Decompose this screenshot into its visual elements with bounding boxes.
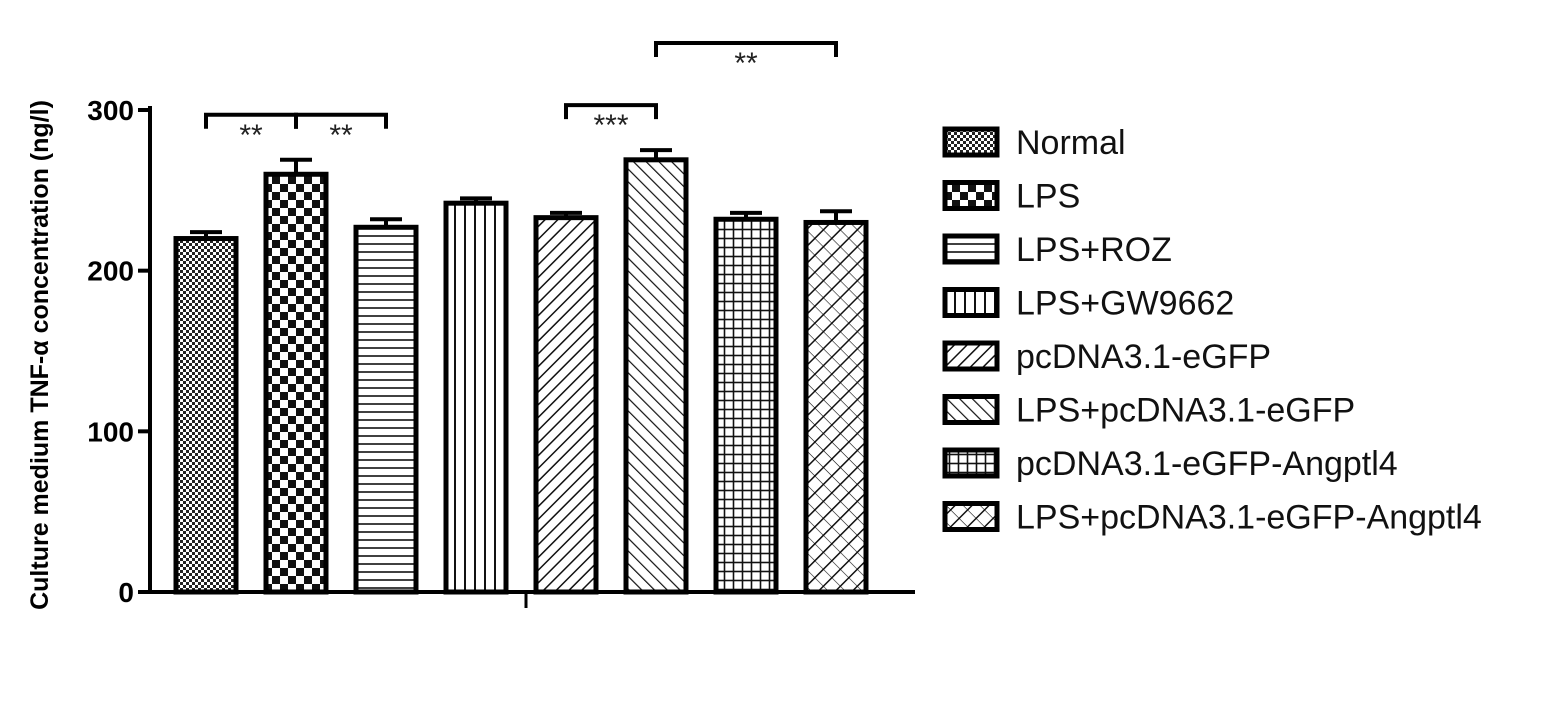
significance-brackets: ** ** ***** xyxy=(204,41,838,152)
legend-swatch xyxy=(942,394,1000,425)
bar xyxy=(353,224,419,595)
bar xyxy=(173,236,239,595)
legend-label: LPS+pcDNA3.1-eGFP-Angptl4 xyxy=(1016,499,1482,537)
bars xyxy=(173,148,869,595)
significance-label: ** xyxy=(734,47,758,80)
legend-swatch xyxy=(942,180,1000,211)
legend-swatch xyxy=(942,501,1000,532)
legend-swatch xyxy=(942,126,1000,158)
legend-swatch xyxy=(942,340,1000,372)
bar xyxy=(623,157,689,595)
significance-label: ** xyxy=(329,119,353,152)
bar xyxy=(533,215,599,595)
legend-label: pcDNA3.1-eGFP xyxy=(1016,338,1271,376)
bar xyxy=(803,219,869,595)
legend-label: Normal xyxy=(1016,124,1126,162)
y-axis-label: Culture medium TNF-α concentration (ng/l… xyxy=(26,100,54,610)
legend-swatch xyxy=(942,287,1000,318)
significance-bracket xyxy=(654,41,838,57)
legend-label: LPS+pcDNA3.1-eGFP xyxy=(1016,392,1355,430)
legend: Normal LPS LPS+ROZ LPS+GW9662 pcDNA3.1-eGFP L… xyxy=(942,124,1482,537)
y-tick-label: 200 xyxy=(87,256,134,287)
legend-label: pcDNA3.1-eGFP-Angptl4 xyxy=(1016,445,1398,483)
legend-label: LPS+GW9662 xyxy=(1016,285,1234,323)
legend-label: LPS+ROZ xyxy=(1016,231,1172,269)
significance-label: *** xyxy=(593,109,628,142)
bar xyxy=(443,200,509,595)
significance-bracket xyxy=(564,103,658,120)
legend-swatch xyxy=(942,233,1000,265)
y-tick-label: 300 xyxy=(87,95,134,126)
legend-label: LPS xyxy=(1016,178,1080,216)
legend-swatch xyxy=(942,447,1000,479)
significance-label: ** xyxy=(239,119,263,152)
bar xyxy=(713,216,779,595)
y-tick-label: 100 xyxy=(87,416,134,447)
bar xyxy=(263,171,329,595)
significance-bracket xyxy=(294,112,388,129)
y-tick-label: 0 xyxy=(118,577,134,608)
